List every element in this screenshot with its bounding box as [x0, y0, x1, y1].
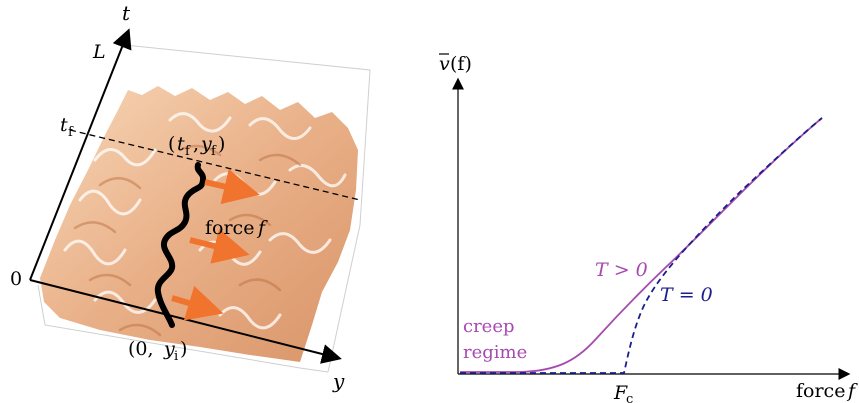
velocity-force-plot: v (f) force f F c T > 0 T = 0 creep regi…	[439, 53, 858, 403]
box-frame-back	[124, 44, 371, 226]
tick-L: L	[92, 41, 106, 63]
t-axis-label: t	[122, 1, 131, 25]
start-y: y	[163, 338, 175, 360]
force-axis-label-symbol: f	[846, 380, 858, 402]
curve-T-zero	[460, 117, 823, 374]
disordered-landscape	[40, 86, 358, 362]
tick-Fc: F	[613, 382, 628, 403]
start-point-label: (0, y i )	[128, 338, 187, 364]
end-t-sub: f	[185, 144, 191, 159]
end-comma: ,	[193, 133, 199, 155]
end-y-sub: f	[211, 144, 217, 159]
end-open: (	[168, 133, 175, 155]
force-arrow-top	[204, 169, 260, 205]
end-t: t	[177, 133, 185, 155]
tick-tf: t	[60, 114, 68, 136]
force-axis-label-word: force	[796, 380, 845, 402]
origin-label: 0	[10, 268, 22, 290]
y-axis-label: y	[332, 369, 345, 393]
force-label-word: force	[205, 217, 254, 239]
end-point-label: ( t f , y f )	[168, 133, 225, 159]
start-y-sub: i	[174, 349, 178, 364]
landscape-ridges	[63, 112, 347, 330]
box-frame-bottom	[37, 284, 329, 373]
t-axis	[29, 28, 132, 281]
v-axis-label-arg: (f)	[450, 53, 472, 75]
v-axis-label-v: v	[439, 53, 450, 75]
label-T-zero: T = 0	[660, 284, 713, 306]
creep-label-line2: regime	[463, 342, 527, 363]
tick-Fc-sub: c	[626, 392, 633, 403]
force-arrow-middle	[189, 228, 250, 264]
landscape-valleys	[73, 144, 302, 337]
start-close: )	[180, 338, 187, 360]
landscape-panel: t L t f y 0 force f ( t f , y f )	[10, 1, 371, 393]
curve-T-positive	[460, 117, 823, 373]
end-close: )	[218, 133, 225, 155]
label-T-positive: T > 0	[595, 259, 648, 281]
creep-label-line1: creep	[463, 316, 515, 337]
force-arrows	[171, 169, 260, 321]
start-open: (0,	[128, 338, 154, 360]
force-arrow-bottom	[171, 285, 224, 321]
end-y: y	[200, 133, 212, 155]
elastic-interface	[154, 162, 207, 328]
tick-tf-sub: f	[68, 125, 74, 140]
force-label-symbol: f	[256, 217, 268, 239]
